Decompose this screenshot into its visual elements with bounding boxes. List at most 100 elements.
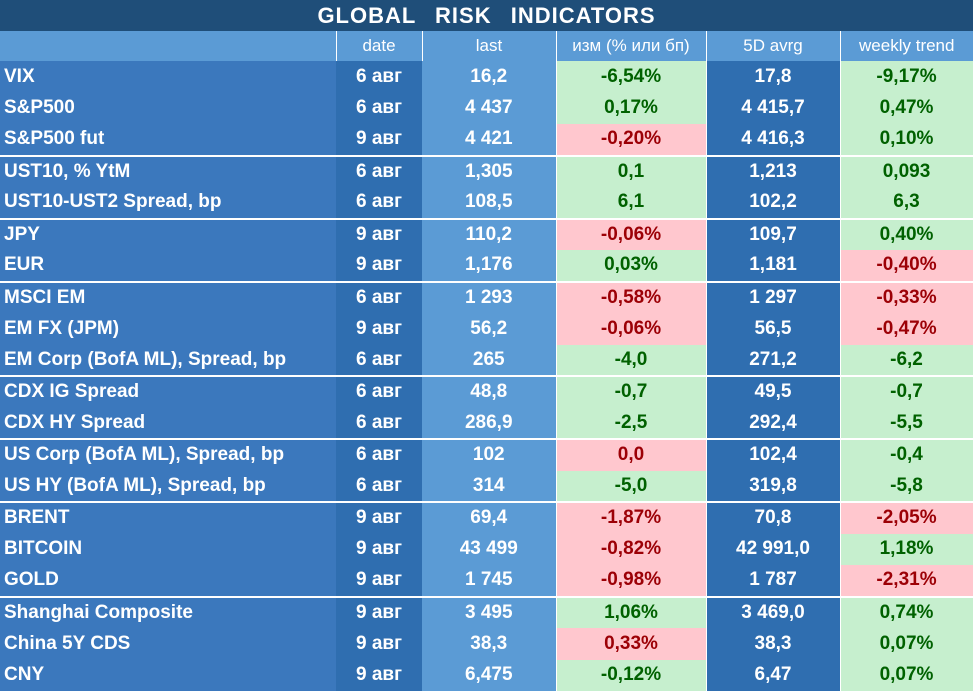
weekly-trend-cell: 0,093 [840, 156, 973, 188]
indicator-name: Shanghai Composite [0, 597, 336, 629]
five-day-average-cell: 49,5 [706, 376, 840, 408]
change-cell: -2,5 [556, 408, 706, 440]
weekly-trend-cell: -0,7 [840, 376, 973, 408]
five-day-average-cell: 102,4 [706, 439, 840, 471]
last-value-cell: 102 [422, 439, 556, 471]
indicator-name: BRENT [0, 502, 336, 534]
indicator-name: EM FX (JPM) [0, 313, 336, 345]
change-cell: 0,33% [556, 628, 706, 660]
five-day-average-cell: 102,2 [706, 187, 840, 219]
date-cell: 6 авг [336, 408, 422, 440]
weekly-trend-cell: 0,47% [840, 93, 973, 125]
change-cell: -0,58% [556, 282, 706, 314]
indicator-name: JPY [0, 219, 336, 251]
change-cell: -0,06% [556, 313, 706, 345]
last-value-cell: 6,475 [422, 660, 556, 691]
indicator-name: EUR [0, 250, 336, 282]
weekly-trend-cell: -0,40% [840, 250, 973, 282]
last-value-cell: 4 421 [422, 124, 556, 156]
indicator-name: CDX HY Spread [0, 408, 336, 440]
indicator-name: UST10, % YtM [0, 156, 336, 188]
indicator-name: UST10-UST2 Spread, bp [0, 187, 336, 219]
last-value-cell: 56,2 [422, 313, 556, 345]
indicator-name: GOLD [0, 565, 336, 597]
change-cell: -4,0 [556, 345, 706, 377]
five-day-average-cell: 6,47 [706, 660, 840, 691]
table-header: date last изм (% или бп) 5D avrg weekly … [0, 31, 973, 61]
date-cell: 9 авг [336, 250, 422, 282]
indicator-name: US HY (BofA ML), Spread, bp [0, 471, 336, 503]
change-cell: -0,12% [556, 660, 706, 691]
change-cell: 0,0 [556, 439, 706, 471]
five-day-average-cell: 1,213 [706, 156, 840, 188]
weekly-trend-cell: -6,2 [840, 345, 973, 377]
weekly-trend-cell: -0,33% [840, 282, 973, 314]
five-day-average-cell: 1,181 [706, 250, 840, 282]
weekly-trend-cell: -2,05% [840, 502, 973, 534]
date-cell: 6 авг [336, 187, 422, 219]
last-value-cell: 48,8 [422, 376, 556, 408]
indicator-name: EM Corp (BofA ML), Spread, bp [0, 345, 336, 377]
header-indicator [0, 31, 336, 61]
indicator-name: S&P500 [0, 93, 336, 125]
indicator-name: CNY [0, 660, 336, 691]
five-day-average-cell: 319,8 [706, 471, 840, 503]
change-cell: 0,1 [556, 156, 706, 188]
last-value-cell: 314 [422, 471, 556, 503]
date-cell: 9 авг [336, 628, 422, 660]
five-day-average-cell: 17,8 [706, 61, 840, 93]
indicator-name: MSCI EM [0, 282, 336, 314]
change-cell: -0,7 [556, 376, 706, 408]
date-cell: 9 авг [336, 313, 422, 345]
weekly-trend-cell: -2,31% [840, 565, 973, 597]
date-cell: 6 авг [336, 345, 422, 377]
weekly-trend-cell: 0,10% [840, 124, 973, 156]
indicator-name: S&P500 fut [0, 124, 336, 156]
last-value-cell: 1,305 [422, 156, 556, 188]
header-date: date [336, 31, 422, 61]
five-day-average-cell: 70,8 [706, 502, 840, 534]
five-day-average-cell: 4 416,3 [706, 124, 840, 156]
last-value-cell: 3 495 [422, 597, 556, 629]
header-row: date last изм (% или бп) 5D avrg weekly … [0, 31, 973, 61]
header-weekly-trend: weekly trend [840, 31, 973, 61]
five-day-average-cell: 56,5 [706, 313, 840, 345]
change-cell: 0,17% [556, 93, 706, 125]
weekly-trend-cell: 6,3 [840, 187, 973, 219]
five-day-average-cell: 4 415,7 [706, 93, 840, 125]
indicator-name: BITCOIN [0, 534, 336, 566]
five-day-average-cell: 1 787 [706, 565, 840, 597]
five-day-average-cell: 109,7 [706, 219, 840, 251]
change-cell: -1,87% [556, 502, 706, 534]
change-cell: -5,0 [556, 471, 706, 503]
last-value-cell: 69,4 [422, 502, 556, 534]
last-value-cell: 16,2 [422, 61, 556, 93]
last-value-cell: 38,3 [422, 628, 556, 660]
weekly-trend-cell: -5,5 [840, 408, 973, 440]
change-cell: -0,06% [556, 219, 706, 251]
change-cell: 6,1 [556, 187, 706, 219]
indicator-name: VIX [0, 61, 336, 93]
change-cell: 1,06% [556, 597, 706, 629]
header-change: изм (% или бп) [556, 31, 706, 61]
weekly-trend-cell: -9,17% [840, 61, 973, 93]
five-day-average-cell: 292,4 [706, 408, 840, 440]
change-cell: -0,20% [556, 124, 706, 156]
last-value-cell: 108,5 [422, 187, 556, 219]
last-value-cell: 43 499 [422, 534, 556, 566]
